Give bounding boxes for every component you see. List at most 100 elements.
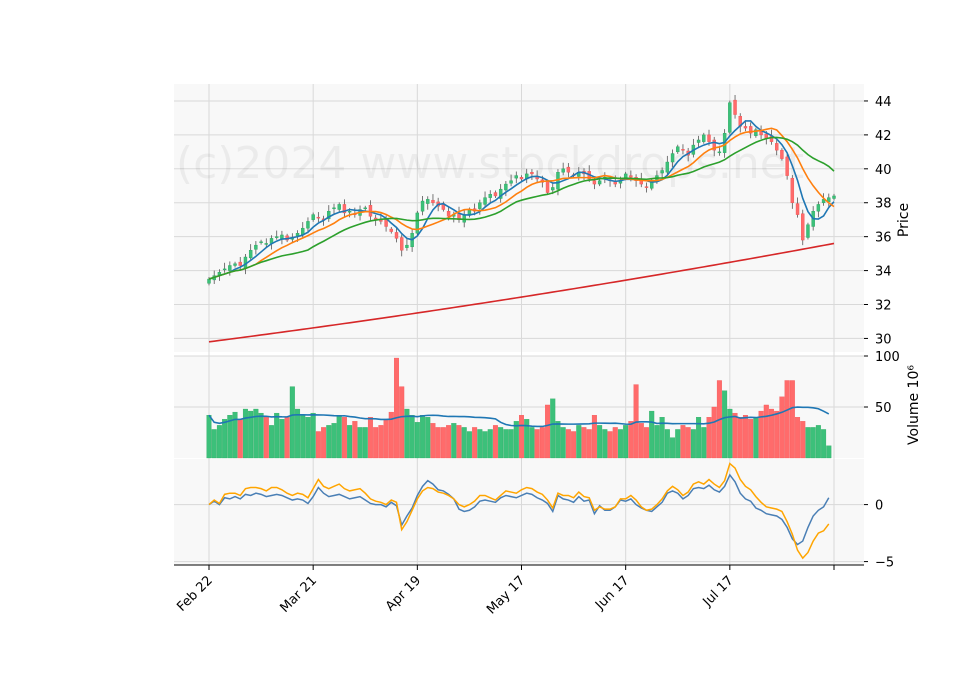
candle-body [389, 228, 393, 232]
volume-bar [341, 417, 347, 459]
volume-bar [258, 412, 264, 459]
volume-bar [617, 429, 623, 459]
x-tick-label: Feb 22 [174, 573, 216, 615]
volume-bar [274, 412, 280, 459]
price-axis-tick-label: 36 [875, 231, 892, 246]
candle-body [311, 214, 315, 220]
candle [681, 144, 685, 155]
candle-body [795, 203, 800, 215]
volume-bar [373, 427, 379, 459]
ma-200-line [208, 242, 835, 343]
volume-bar [550, 398, 556, 459]
volume-bar [466, 431, 472, 459]
volume-bar [440, 427, 446, 459]
volume-bar [305, 417, 311, 459]
volume-bars [206, 357, 832, 459]
candle-body [384, 219, 388, 227]
candle [816, 201, 821, 218]
candle-body [702, 134, 706, 142]
volume-bar [352, 421, 358, 459]
candle-body [748, 126, 753, 134]
candle [785, 151, 789, 180]
volume-bar [701, 427, 707, 459]
candle [332, 203, 336, 214]
candle [780, 148, 784, 161]
candle [389, 226, 393, 234]
candle-body [728, 102, 732, 133]
candle-body [806, 224, 810, 238]
candle [806, 222, 810, 240]
candle [233, 261, 237, 268]
volume-bar [529, 427, 535, 459]
price-axis-tick-label: 30 [875, 332, 892, 347]
volume-bar [295, 408, 301, 459]
candle [644, 182, 649, 193]
candle-body [785, 156, 789, 176]
volume-ma-line [208, 406, 830, 428]
volume-bar [664, 429, 670, 459]
candle [431, 194, 435, 206]
price-axis-label: Price [896, 203, 912, 237]
candle-body [509, 180, 513, 184]
candle-body [665, 161, 670, 173]
candle-body [405, 244, 409, 248]
volume-bar [711, 406, 717, 459]
volume-bar [414, 422, 420, 459]
volume-bar [321, 427, 327, 459]
candle-body [488, 194, 492, 198]
candle [483, 191, 487, 208]
candle-body [248, 250, 253, 259]
candle [316, 212, 321, 223]
candle-body [681, 149, 685, 151]
candle-body [545, 181, 550, 193]
candle [702, 132, 706, 144]
volume-bar [269, 425, 274, 459]
volume-bar [789, 380, 795, 459]
candle [498, 184, 503, 203]
volume-bar [815, 425, 821, 459]
candle-body [217, 272, 222, 276]
oscillator-panel [174, 459, 864, 565]
volume-bar [623, 425, 629, 459]
candle [306, 217, 310, 234]
price-axis-tick-label: 40 [875, 163, 892, 178]
candle-body [644, 186, 649, 188]
volume-bar [232, 411, 238, 459]
candle-body [254, 244, 258, 250]
candle [415, 210, 420, 236]
volume-bar [456, 425, 462, 459]
x-tick-label: Jun 17 [592, 573, 632, 613]
volume-bar [659, 417, 665, 459]
candle-body [597, 180, 602, 185]
moving-average-lines [208, 120, 835, 280]
candle [748, 122, 753, 139]
volume-bar [222, 419, 228, 459]
volume-bar [394, 357, 399, 459]
candle [405, 239, 409, 251]
candle [754, 127, 758, 138]
volume-bar [331, 423, 337, 459]
candle [488, 190, 492, 203]
candle-body [337, 204, 341, 210]
candle-body [426, 199, 430, 204]
oscillator-line-osc_blue [208, 473, 830, 546]
candle [519, 175, 524, 182]
candle-body [306, 221, 310, 229]
candle [264, 238, 268, 248]
candle-body [394, 232, 399, 239]
candle-body [228, 265, 232, 271]
volume-bar [560, 427, 566, 459]
volume-bar [237, 419, 243, 459]
candle-body [832, 195, 836, 199]
volume-bar [612, 427, 618, 459]
candle [493, 190, 498, 198]
volume-bar [534, 429, 540, 459]
volume-bar [685, 427, 691, 459]
candle-body [780, 149, 784, 159]
candle-body [754, 129, 758, 136]
volume-bar [420, 415, 426, 459]
candle-body [478, 202, 482, 209]
candle [228, 261, 232, 276]
candle [337, 202, 341, 212]
